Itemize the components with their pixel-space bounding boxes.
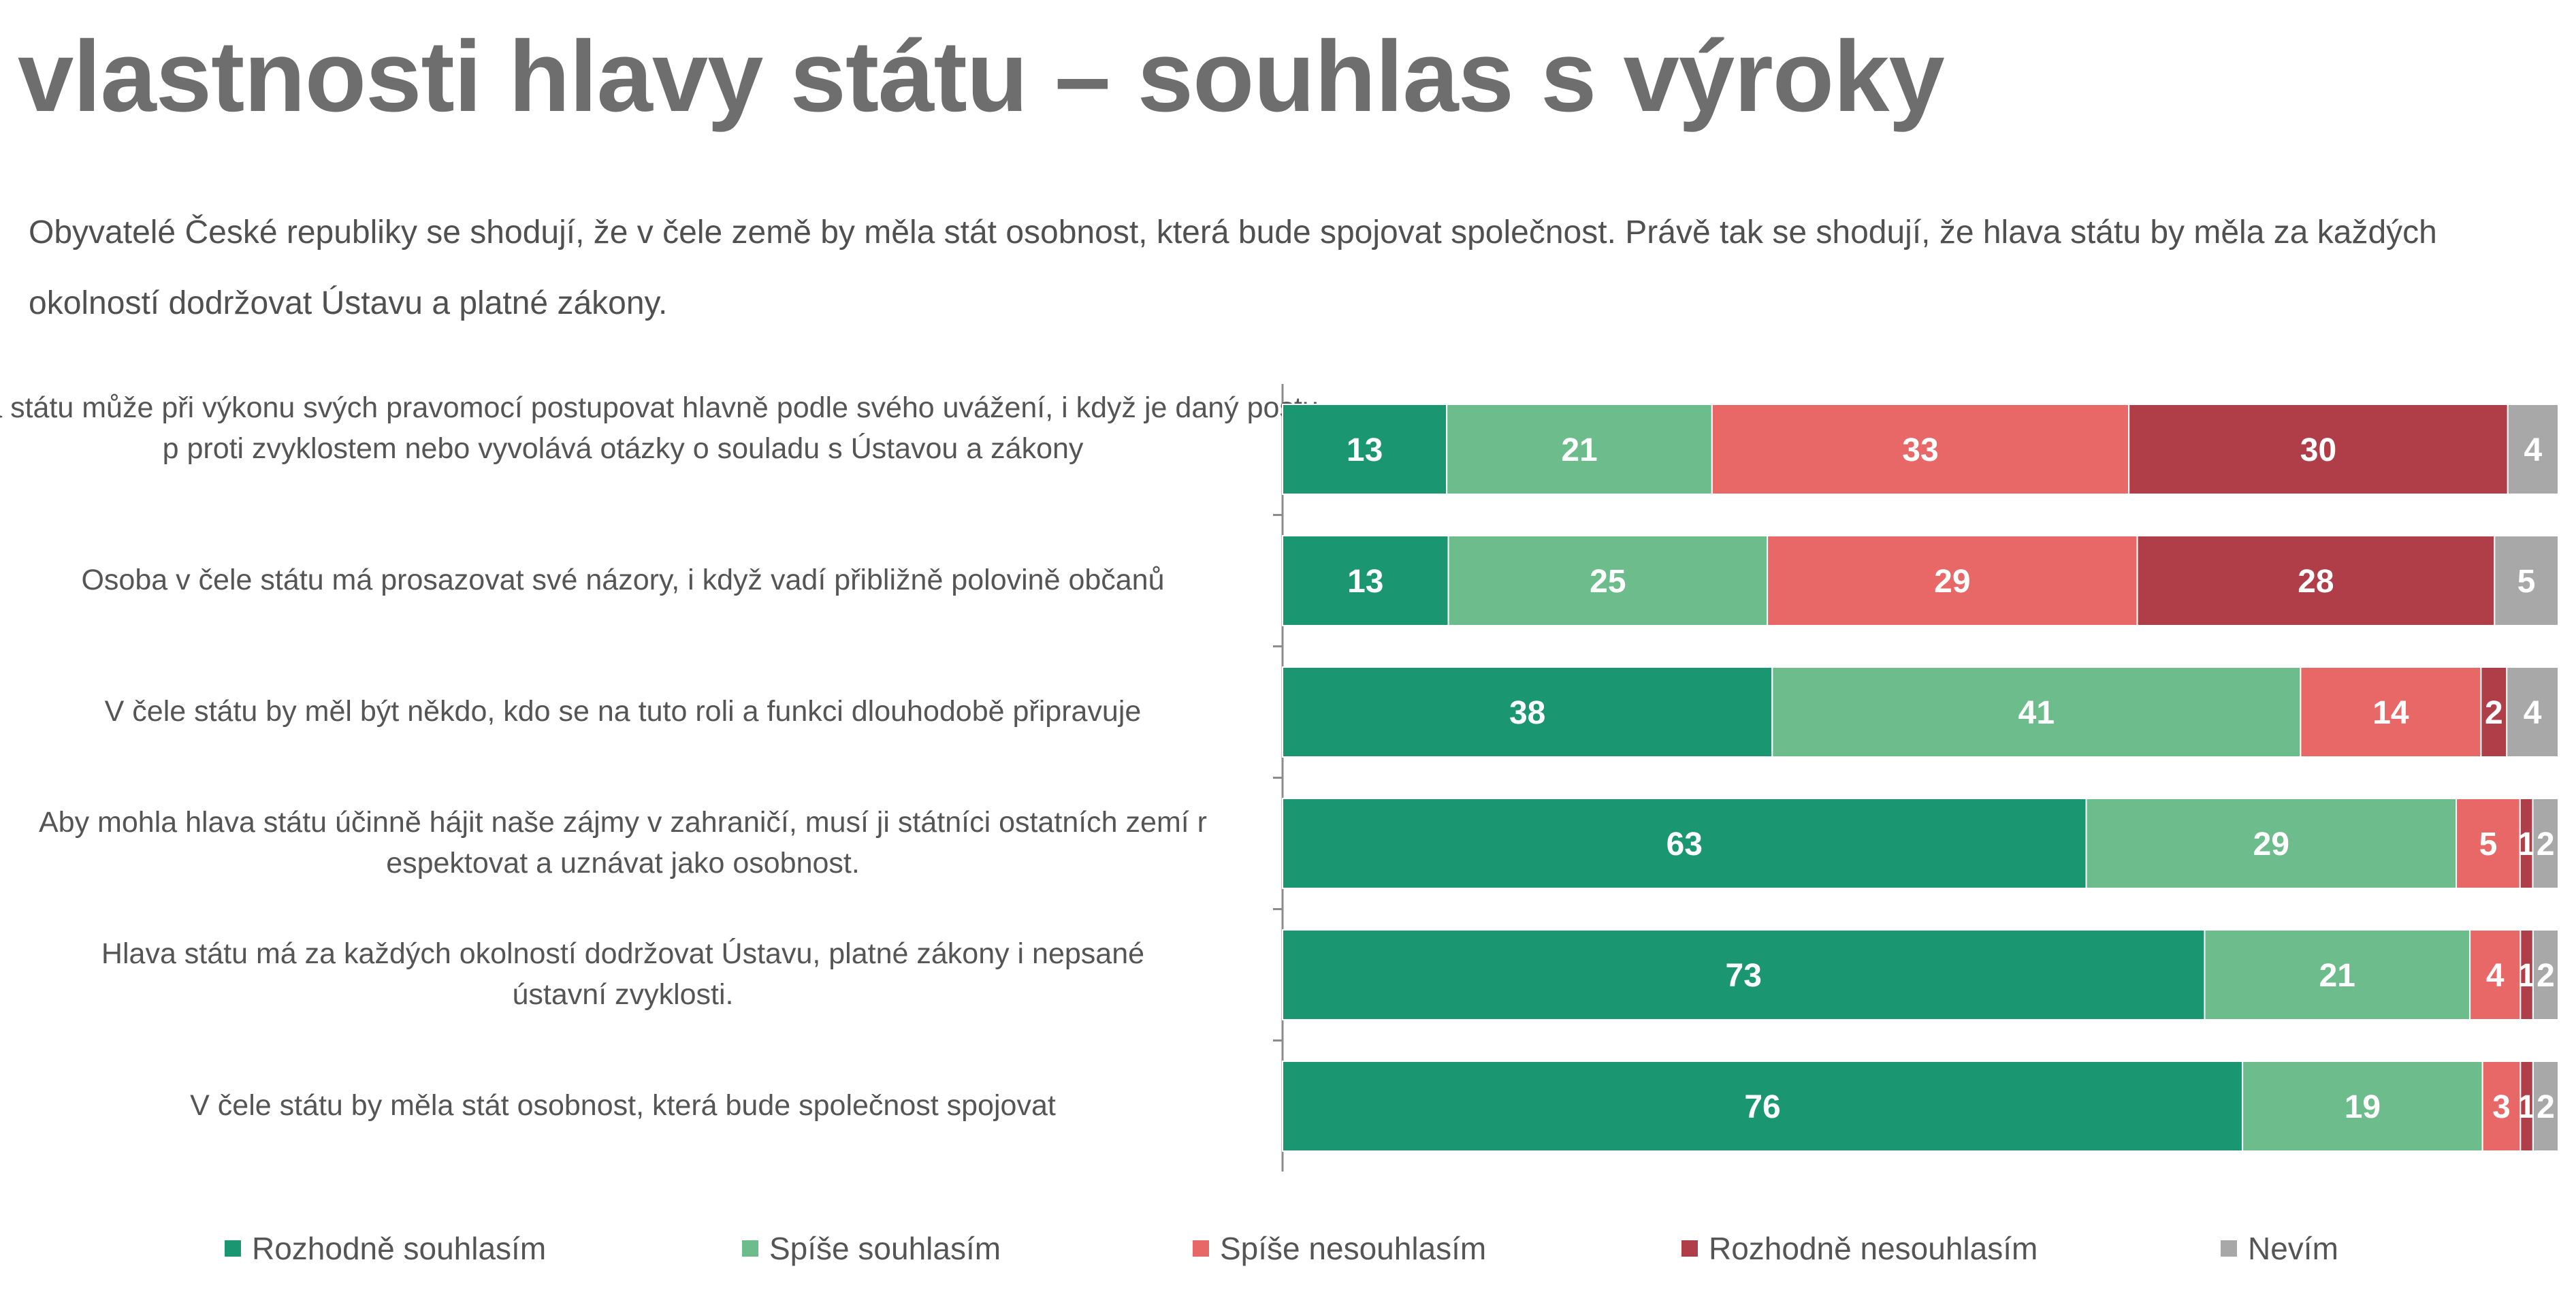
category-label: Hlava státu má za každých okolností dodr… (101, 937, 1144, 1011)
bar-segment (2456, 798, 2521, 889)
bar-segment (2136, 535, 2496, 626)
data-label: 4 (2524, 695, 2542, 731)
data-label: 21 (2319, 958, 2355, 994)
bar-segment (2532, 798, 2560, 889)
legend-swatch (225, 1240, 241, 1257)
legend-label: Nevím (2248, 1231, 2338, 1266)
page-subtitle: Obyvatelé České republiky se shodují, že… (29, 214, 2437, 321)
data-label: 73 (1726, 958, 1762, 994)
bar-segment (1282, 798, 2087, 889)
bar-segment (2204, 929, 2471, 1020)
bar-segment (2300, 666, 2482, 758)
legend-swatch (1193, 1240, 1209, 1257)
data-label: 2 (2537, 1089, 2555, 1125)
data-label: 41 (2018, 695, 2055, 731)
data-label: 33 (1902, 432, 1938, 468)
legend-label: Rozhodně souhlasím (252, 1231, 547, 1266)
bar-segment (1771, 666, 2302, 758)
data-label: 14 (2372, 695, 2409, 731)
data-label: 21 (1561, 432, 1597, 468)
bar-segment (1711, 404, 2130, 495)
bar-segment (2085, 798, 2458, 889)
legend-label: Rozhodně nesouhlasím (1709, 1231, 2038, 1266)
bar-segment (1446, 404, 1713, 495)
data-label: 3 (2492, 1089, 2511, 1125)
bar-segment (1282, 666, 1773, 758)
bar-segment (2469, 929, 2522, 1020)
legend-item: Spíše nesouhlasím (1193, 1228, 1486, 1269)
legend-label: Spíše souhlasím (769, 1231, 1001, 1266)
bar-segment (1447, 535, 1769, 626)
data-label: 13 (1347, 432, 1383, 468)
category-label: V čele státu by měl být někdo, kdo se na… (105, 695, 1142, 728)
bar-segment (2242, 1061, 2483, 1152)
legend-swatch (1681, 1240, 1698, 1257)
bar-segment (2481, 1061, 2522, 1152)
data-label: 19 (2345, 1089, 2381, 1125)
category-label: Osoba v čele státu má prosazovat své náz… (81, 564, 1164, 596)
data-label: 29 (2253, 826, 2289, 862)
legend-item: Rozhodně souhlasím (225, 1228, 546, 1269)
data-label: 25 (1590, 564, 1626, 600)
data-label: 76 (1744, 1089, 1780, 1125)
data-label: 5 (2517, 564, 2536, 600)
data-label: 2 (2537, 826, 2555, 862)
category-label: Aby mohla hlava státu účinně hájit naše … (39, 806, 1207, 880)
data-label: 38 (1509, 695, 1545, 731)
data-label: 5 (2479, 826, 2498, 862)
data-label: 29 (1934, 564, 1970, 600)
data-label: 4 (2524, 432, 2543, 468)
bar-segment (2507, 404, 2560, 495)
bar-segment (1282, 535, 1449, 626)
bar-segment (2480, 666, 2508, 758)
legend-item: Rozhodně nesouhlasím (1681, 1228, 2038, 1269)
bar-segment (2532, 1061, 2560, 1152)
page-title: vlastnosti hlavy státu – souhlas s výrok… (18, 20, 1945, 133)
legend-swatch (742, 1240, 758, 1257)
bar-segment (2494, 535, 2560, 626)
legend-item: Spíše souhlasím (742, 1228, 1001, 1269)
bar-segment (2532, 929, 2560, 1020)
bar-segment (2506, 666, 2559, 758)
category-label: Hlava státu může při výkonu svých pravom… (0, 391, 1319, 465)
category-label: V čele státu by měla stát osobnost, kter… (190, 1089, 1056, 1122)
data-label: 30 (2300, 432, 2336, 468)
data-label: 63 (1667, 826, 1703, 862)
legend-swatch (2221, 1240, 2237, 1257)
data-label: 28 (2298, 564, 2334, 600)
bar-segment (1282, 929, 2206, 1020)
bar-segment (1282, 1061, 2244, 1152)
data-label: 2 (2485, 695, 2503, 731)
data-label: 2 (2537, 958, 2555, 994)
bar-segment (2128, 404, 2509, 495)
legend-item: Nevím (2221, 1228, 2338, 1269)
data-label: 13 (1347, 564, 1383, 600)
data-label: 4 (2486, 958, 2505, 994)
legend-label: Spíše nesouhlasím (1220, 1231, 1487, 1266)
